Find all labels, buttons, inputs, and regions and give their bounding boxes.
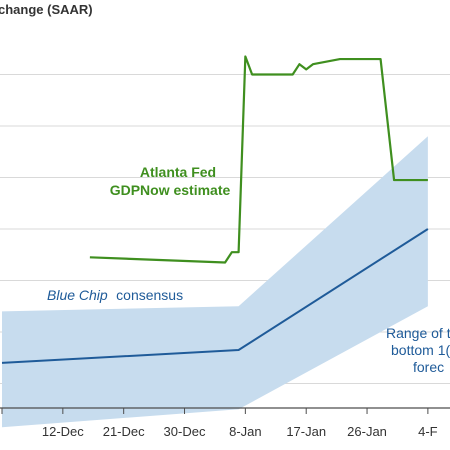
gdpnow-label-line2: GDPNow estimate [110,182,231,198]
series-lines [1,55,429,364]
consensus-label-bluechip: Blue Chip [47,287,108,303]
x-tick-label: 12-Dec [42,424,84,439]
consensus-line [1,228,429,364]
x-tick-label: 30-Dec [164,424,206,439]
range-label-line2: bottom 1( [391,342,450,358]
x-axis-ticks: 12-Dec 21-Dec 30-Dec 8-Jan 17-Jan 26-Jan 4-F [1,408,438,439]
forecast-range-band [2,136,428,428]
consensus-label: Blue Chip consensus [47,287,183,304]
x-tick-label: 4-F [418,424,438,439]
x-tick-label: 26-Jan [347,424,387,439]
gdpnow-label-line1: Atlanta Fed [140,164,216,180]
consensus-label-word: consensus [116,287,183,303]
gdpnow-line [89,55,428,264]
chart-title: change (SAAR) [0,2,93,17]
range-label-line3: forec [413,359,444,375]
forecast-range-band-group [2,136,428,428]
x-tick-label: 8-Jan [229,424,262,439]
x-tick-label: 21-Dec [103,424,145,439]
range-label-line1: Range of t [386,325,450,341]
x-tick-label: 17-Jan [286,424,326,439]
